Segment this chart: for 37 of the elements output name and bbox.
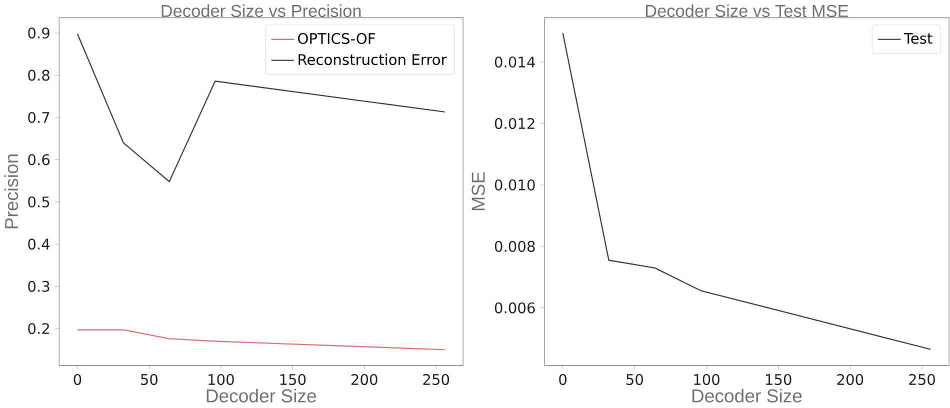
y-tick-label: 0.6 [28, 154, 50, 166]
chart-title: Decoder Size vs Precision [162, 4, 361, 18]
x-tick-label: 200 [837, 374, 864, 385]
chart-title: Decoder Size vs Test MSE [646, 4, 848, 18]
x-tick-label: 50 [141, 374, 158, 385]
x-tick-label: 100 [694, 374, 720, 385]
y-tick-label: 0.9 [28, 27, 50, 38]
x-tick-label: 0 [559, 374, 566, 385]
y-tick-label: 0.4 [28, 238, 50, 250]
y-tick-label: 0.3 [28, 280, 50, 292]
line-series [562, 32, 932, 350]
legend-label: Reconstruction Error [298, 54, 447, 66]
y-tick-label: 0.010 [494, 179, 535, 190]
y-axis-title: Precision [4, 154, 18, 228]
legend-label: OPTICS-OF [298, 32, 375, 44]
y-tick-label: 0.008 [494, 240, 535, 252]
legend-label: Test [904, 32, 932, 44]
line-series [76, 33, 446, 182]
x-tick-label: 250 [423, 374, 450, 385]
y-tick-label: 0.2 [28, 323, 49, 334]
x-tick-label: 250 [909, 374, 935, 385]
y-tick-label: 0.014 [494, 56, 535, 68]
y-tick-label: 0.5 [28, 196, 50, 208]
x-tick-label: 50 [626, 374, 643, 385]
y-tick-label: 0.8 [28, 70, 50, 81]
y-tick-label: 0.7 [28, 112, 50, 123]
x-tick-label: 100 [208, 374, 234, 385]
x-tick-label: 150 [280, 374, 306, 385]
y-tick-label: 0.006 [494, 302, 535, 314]
x-tick-label: 150 [766, 374, 792, 385]
x-tick-label: 0 [74, 374, 82, 385]
x-axis-title: Decoder Size [206, 388, 316, 402]
x-axis-title: Decoder Size [692, 388, 802, 402]
line-series [76, 329, 446, 350]
x-tick-label: 200 [352, 374, 378, 385]
y-tick-label: 0.012 [494, 118, 534, 129]
y-axis-title: MSE [472, 172, 485, 210]
